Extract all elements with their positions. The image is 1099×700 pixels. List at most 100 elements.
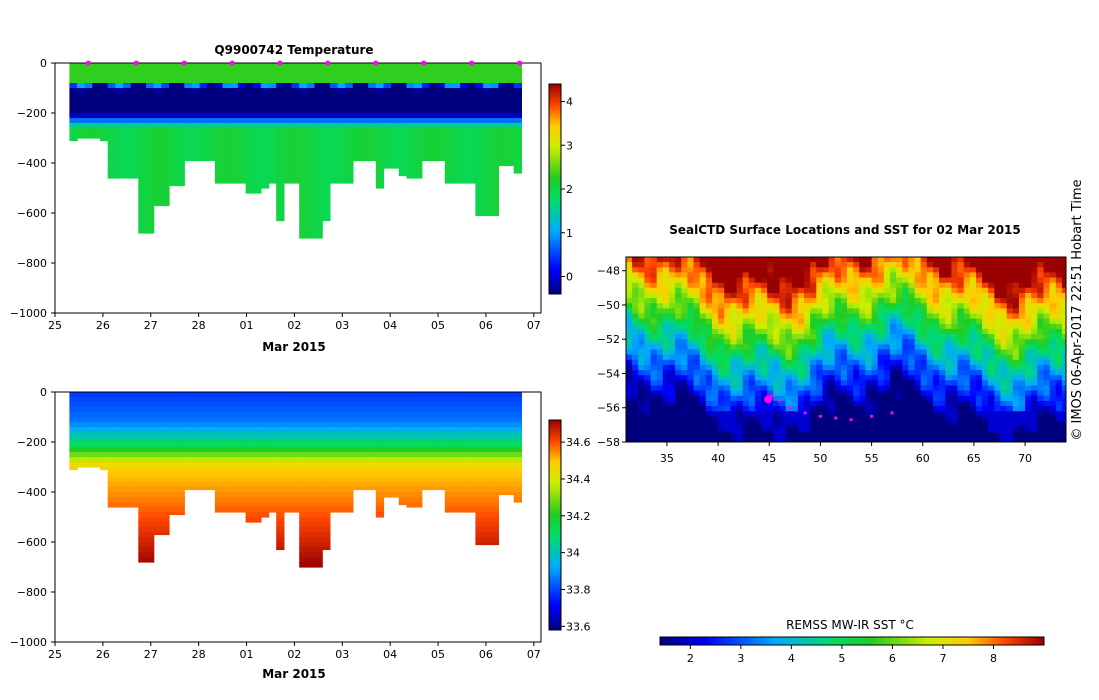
section-cell bbox=[146, 223, 155, 229]
sst-cell bbox=[853, 339, 860, 345]
sst-cell bbox=[828, 421, 836, 427]
section-cell bbox=[406, 73, 415, 79]
sst-cell bbox=[767, 282, 774, 289]
section-cell bbox=[483, 392, 492, 398]
section-cell bbox=[245, 73, 254, 79]
sst-cell bbox=[871, 262, 879, 268]
sst-cell bbox=[754, 318, 762, 325]
section-cell bbox=[498, 477, 507, 483]
section-cell bbox=[337, 68, 346, 74]
sst-cell bbox=[687, 385, 694, 392]
section-cell bbox=[283, 103, 293, 109]
section-cell bbox=[100, 73, 109, 79]
section-cell bbox=[368, 93, 377, 99]
section-cell bbox=[237, 148, 247, 154]
section-cell bbox=[360, 427, 369, 433]
section-cell bbox=[352, 83, 362, 89]
sst-cell bbox=[693, 287, 701, 294]
sst-cell bbox=[908, 375, 915, 381]
sst-cell bbox=[945, 385, 952, 392]
sst-cell bbox=[902, 303, 909, 309]
section-cell bbox=[299, 432, 308, 438]
sst-cell bbox=[705, 406, 713, 412]
section-cell bbox=[115, 68, 124, 74]
section-cell bbox=[483, 213, 492, 217]
section-cell bbox=[107, 68, 116, 74]
sst-cell bbox=[650, 431, 658, 438]
section-cell bbox=[207, 482, 216, 488]
section-cell bbox=[498, 68, 507, 74]
sst-cell bbox=[797, 313, 805, 320]
sst-cell bbox=[933, 349, 940, 356]
section-cell bbox=[153, 527, 162, 533]
section-cell bbox=[130, 68, 139, 74]
section-cell bbox=[115, 482, 124, 488]
sst-cell bbox=[662, 277, 670, 284]
sst-cell bbox=[883, 287, 891, 294]
sst-cell bbox=[669, 359, 676, 366]
section-cell bbox=[398, 417, 408, 423]
section-cell bbox=[268, 68, 277, 74]
sst-cell bbox=[773, 426, 780, 433]
section-cell bbox=[207, 462, 216, 468]
section-cell bbox=[184, 68, 193, 74]
sst-cell bbox=[730, 411, 737, 417]
section-cell bbox=[513, 128, 522, 134]
sst-cell bbox=[693, 293, 701, 299]
sst-cell bbox=[883, 298, 891, 304]
sst-cell bbox=[767, 436, 774, 442]
section-cell bbox=[498, 153, 507, 159]
sst-cell bbox=[785, 364, 793, 371]
section-cell bbox=[276, 173, 285, 179]
sst-cell bbox=[675, 406, 682, 412]
section-cell bbox=[123, 153, 132, 159]
section-cell bbox=[199, 123, 208, 129]
section-cell bbox=[444, 138, 454, 144]
sst-cell bbox=[890, 262, 897, 268]
section-cell bbox=[322, 542, 331, 548]
section-cell bbox=[306, 193, 316, 199]
section-cell bbox=[222, 422, 231, 428]
sst-cell bbox=[945, 318, 952, 325]
sst-cell bbox=[883, 257, 891, 263]
sst-cell bbox=[871, 334, 879, 340]
section-cell bbox=[84, 73, 93, 79]
sst-cell bbox=[699, 411, 707, 417]
section-cell bbox=[437, 412, 446, 418]
section-cell bbox=[475, 527, 484, 533]
sst-cell bbox=[767, 277, 774, 284]
section-cell bbox=[283, 392, 293, 398]
section-cell bbox=[191, 88, 201, 94]
sst-cell bbox=[675, 257, 682, 263]
section-cell bbox=[253, 68, 262, 74]
section-cell bbox=[513, 108, 522, 114]
sst-cell bbox=[712, 431, 719, 438]
section-cell bbox=[100, 123, 109, 129]
section-cell bbox=[100, 467, 109, 471]
section-cell bbox=[230, 68, 239, 74]
section-cell bbox=[268, 168, 277, 174]
sst-cell bbox=[878, 442, 885, 448]
section-cell bbox=[513, 153, 522, 159]
sst-cell bbox=[883, 370, 891, 376]
sst-cell bbox=[791, 313, 799, 320]
section-cell bbox=[153, 148, 162, 154]
sst-cell bbox=[957, 416, 965, 422]
section-cell bbox=[483, 188, 492, 194]
sst-cell bbox=[926, 385, 934, 392]
section-cell bbox=[352, 467, 362, 473]
section-cell bbox=[483, 427, 492, 433]
section-cell bbox=[153, 73, 162, 79]
section-cell bbox=[306, 507, 316, 513]
sst-cell bbox=[840, 318, 848, 325]
section-cell bbox=[414, 482, 423, 488]
sst-cell bbox=[724, 370, 731, 376]
section-cell bbox=[475, 532, 484, 538]
section-cell bbox=[222, 497, 231, 503]
sst-cell bbox=[871, 411, 879, 417]
section-cell bbox=[123, 392, 132, 398]
sst-cell bbox=[650, 380, 658, 386]
sst-cell bbox=[945, 411, 952, 417]
sst-cell bbox=[847, 349, 854, 356]
sst-cell bbox=[754, 334, 762, 340]
